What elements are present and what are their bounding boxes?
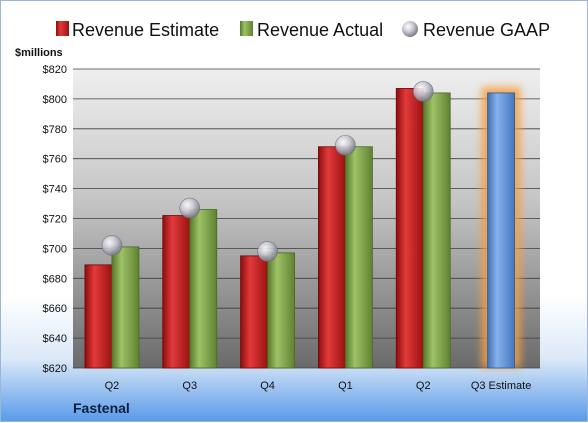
y-tick-label: $720 [43, 214, 67, 226]
legend-label-actual: Revenue Actual [257, 20, 383, 40]
legend-swatch-actual [240, 21, 253, 36]
y-tick-label: $660 [43, 303, 67, 315]
company-label: Fastenal [73, 400, 130, 416]
x-tick-label: Q1 [338, 380, 353, 392]
legend: Revenue Estimate Revenue Actual Revenue … [56, 20, 550, 40]
bar-revenue-actual [267, 252, 295, 369]
y-tick-label: $800 [43, 94, 67, 106]
gaap-marker [101, 235, 123, 256]
x-tick-label: Q3 Estimate [471, 380, 532, 392]
y-unit-label: $millions [15, 47, 63, 59]
y-tick-label: $760 [43, 154, 67, 166]
y-tick-label: $780 [43, 124, 67, 136]
gaap-marker [335, 134, 356, 156]
x-axis: Q2 Q3 Q4 Q1 Q2 Q3 Estimate [105, 380, 532, 392]
gridlines [73, 68, 540, 369]
bar-q3-estimate [487, 92, 515, 369]
legend-label-estimate: Revenue Estimate [72, 20, 219, 40]
bar-revenue-actual [345, 146, 373, 369]
y-tick-label: $740 [43, 184, 67, 196]
bar-revenue-estimate [240, 255, 268, 369]
x-tick-label: Q4 [260, 380, 275, 392]
x-tick-label: Q2 [416, 380, 431, 392]
legend-swatch-gaap [402, 21, 418, 37]
bar-revenue-estimate [318, 146, 346, 369]
gaap-marker [412, 81, 434, 102]
x-tick-label: Q3 [182, 380, 197, 392]
bars [84, 88, 515, 369]
legend-label-gaap: Revenue GAAP [423, 20, 550, 40]
y-tick-label: $640 [43, 333, 67, 345]
gaap-marker [257, 241, 278, 262]
legend-swatch-estimate [56, 21, 69, 36]
y-tick-label: $820 [43, 64, 67, 76]
bar-revenue-estimate [162, 215, 191, 369]
bar-revenue-estimate [395, 88, 424, 369]
bar-revenue-actual [422, 92, 451, 369]
bar-revenue-actual [111, 246, 140, 369]
y-tick-label: $700 [43, 243, 67, 255]
bar-revenue-actual [189, 209, 218, 369]
x-tick-label: Q2 [105, 380, 120, 392]
gaap-markers [101, 81, 434, 262]
bar-revenue-estimate [84, 264, 113, 369]
gaap-marker [179, 197, 201, 219]
y-tick-label: $680 [43, 273, 67, 285]
y-tick-label: $620 [43, 363, 67, 375]
y-axis: $620 $640 $660 $680 $700 $720 $740 $760 $780 $800… [43, 64, 67, 375]
